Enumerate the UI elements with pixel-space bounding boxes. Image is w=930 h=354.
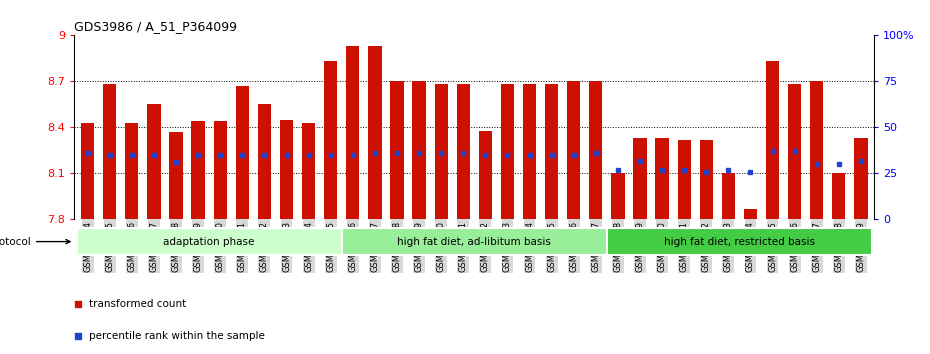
- Bar: [434, 85, 447, 219]
- Bar: [744, 209, 757, 219]
- Bar: [810, 81, 823, 219]
- Bar: [214, 121, 227, 219]
- Bar: [855, 138, 868, 219]
- Bar: [192, 121, 205, 219]
- Text: high fat diet, restricted basis: high fat diet, restricted basis: [664, 236, 815, 247]
- Bar: [324, 62, 338, 219]
- Bar: [341, 228, 607, 255]
- Bar: [523, 85, 537, 219]
- Bar: [346, 46, 359, 219]
- Bar: [391, 81, 404, 219]
- Bar: [280, 120, 293, 219]
- Bar: [103, 85, 116, 219]
- Bar: [656, 138, 669, 219]
- Bar: [633, 138, 646, 219]
- Bar: [699, 140, 713, 219]
- Text: GDS3986 / A_51_P364099: GDS3986 / A_51_P364099: [74, 20, 237, 33]
- Bar: [766, 62, 779, 219]
- Text: high fat diet, ad-libitum basis: high fat diet, ad-libitum basis: [397, 236, 551, 247]
- Bar: [235, 86, 249, 219]
- Bar: [81, 123, 94, 219]
- Bar: [302, 123, 315, 219]
- Bar: [788, 85, 802, 219]
- Text: adaptation phase: adaptation phase: [164, 236, 255, 247]
- Bar: [147, 104, 161, 219]
- Bar: [607, 228, 872, 255]
- Bar: [501, 85, 514, 219]
- Bar: [457, 85, 470, 219]
- Bar: [590, 81, 603, 219]
- Bar: [545, 85, 558, 219]
- Bar: [567, 81, 580, 219]
- Bar: [722, 173, 735, 219]
- Bar: [258, 104, 271, 219]
- Bar: [169, 132, 182, 219]
- Text: percentile rank within the sample: percentile rank within the sample: [88, 331, 265, 341]
- Bar: [678, 140, 691, 219]
- Text: transformed count: transformed count: [88, 299, 186, 309]
- Bar: [126, 123, 139, 219]
- Bar: [412, 81, 426, 219]
- Text: protocol: protocol: [0, 236, 70, 247]
- Bar: [611, 173, 625, 219]
- Bar: [368, 46, 381, 219]
- Bar: [76, 228, 341, 255]
- Bar: [832, 173, 845, 219]
- Bar: [479, 131, 492, 219]
